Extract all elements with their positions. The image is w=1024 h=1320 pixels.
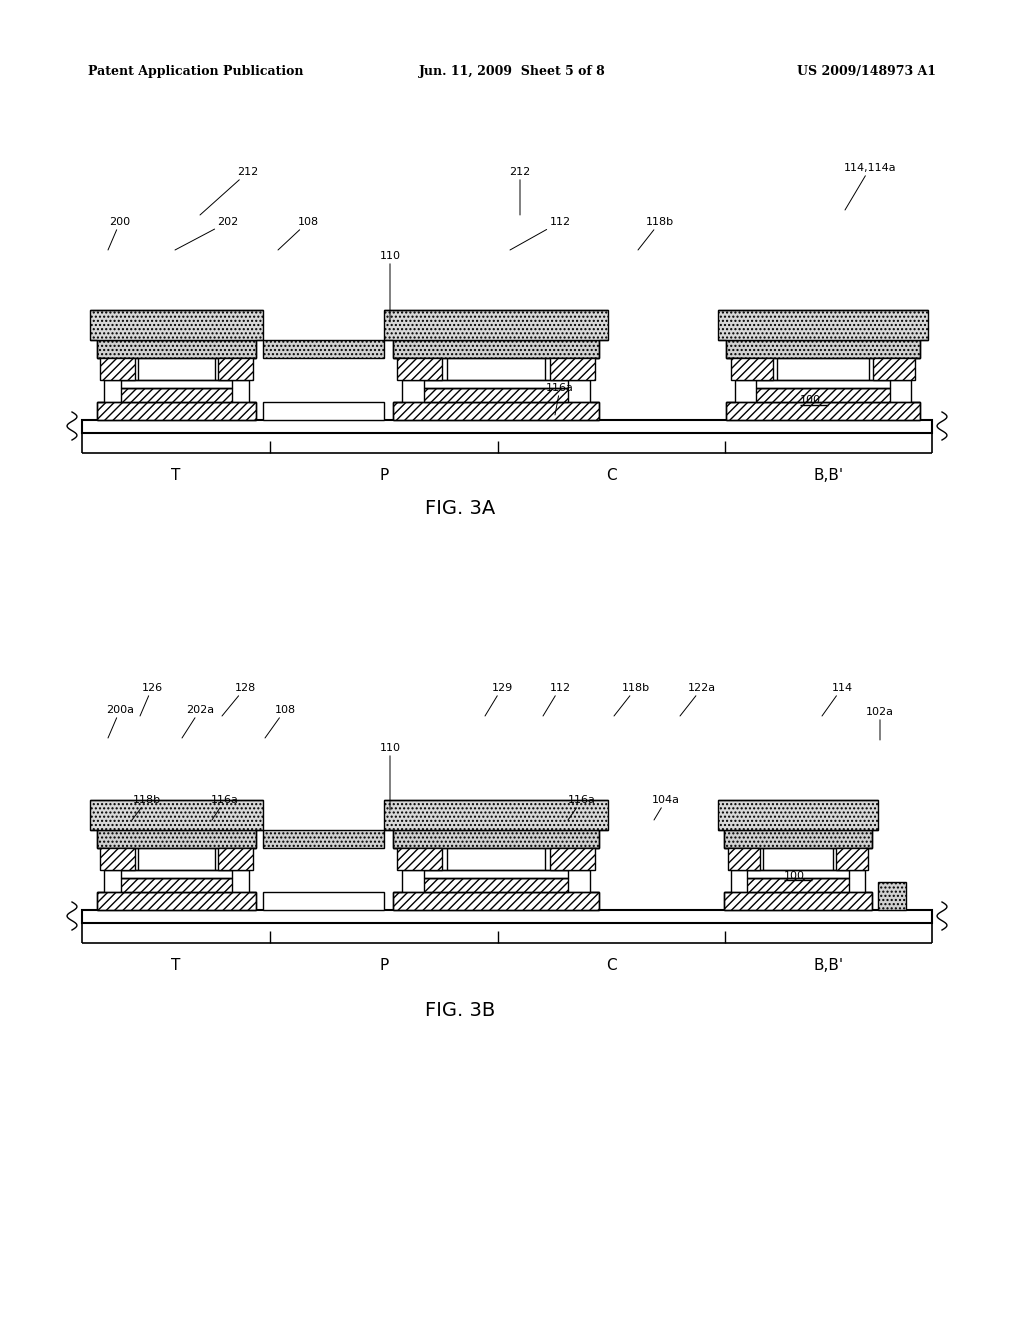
Bar bbox=[100, 358, 135, 380]
Bar bbox=[724, 892, 871, 909]
Text: 118b: 118b bbox=[638, 216, 674, 249]
Text: 118b: 118b bbox=[132, 795, 161, 820]
Text: C: C bbox=[606, 957, 616, 973]
Bar bbox=[100, 847, 135, 870]
Text: B,B': B,B' bbox=[813, 957, 844, 973]
Bar bbox=[393, 403, 599, 420]
Bar bbox=[263, 403, 384, 420]
Bar bbox=[424, 870, 567, 878]
Bar bbox=[121, 380, 231, 388]
Bar bbox=[424, 878, 567, 892]
Bar bbox=[878, 882, 906, 909]
Text: 108: 108 bbox=[265, 705, 296, 738]
Bar bbox=[718, 310, 928, 341]
Text: P: P bbox=[379, 957, 389, 973]
Text: B,B': B,B' bbox=[813, 467, 844, 483]
Bar bbox=[837, 847, 868, 870]
Bar bbox=[97, 341, 256, 358]
Text: T: T bbox=[171, 467, 180, 483]
Bar bbox=[263, 892, 384, 909]
Text: 110: 110 bbox=[380, 251, 400, 322]
Bar bbox=[393, 830, 599, 847]
Bar bbox=[726, 341, 920, 358]
Bar bbox=[756, 380, 890, 388]
Text: 128: 128 bbox=[222, 682, 256, 715]
Bar bbox=[97, 403, 256, 420]
Bar bbox=[263, 341, 384, 358]
Text: 202a: 202a bbox=[182, 705, 214, 738]
Bar bbox=[393, 341, 599, 358]
Text: 200a: 200a bbox=[106, 705, 134, 738]
Bar bbox=[550, 358, 595, 380]
Text: T: T bbox=[171, 957, 180, 973]
Bar bbox=[218, 847, 253, 870]
Bar bbox=[424, 388, 567, 403]
Bar bbox=[873, 358, 915, 380]
Text: 104a: 104a bbox=[652, 795, 680, 820]
Bar bbox=[730, 358, 772, 380]
Text: 116a: 116a bbox=[546, 383, 573, 414]
Text: 118b: 118b bbox=[614, 682, 650, 715]
Bar bbox=[746, 878, 849, 892]
Bar bbox=[746, 870, 849, 878]
Text: 102a: 102a bbox=[866, 708, 894, 741]
Bar bbox=[393, 892, 599, 909]
Text: 212: 212 bbox=[200, 168, 259, 215]
Bar bbox=[82, 909, 932, 923]
Text: C: C bbox=[606, 467, 616, 483]
Bar bbox=[97, 830, 256, 847]
Text: Patent Application Publication: Patent Application Publication bbox=[88, 66, 303, 78]
Text: 112: 112 bbox=[543, 682, 570, 715]
Bar bbox=[121, 870, 231, 878]
Bar bbox=[121, 878, 231, 892]
Bar bbox=[728, 847, 760, 870]
Text: 116a: 116a bbox=[211, 795, 239, 820]
Bar bbox=[384, 310, 608, 341]
Bar bbox=[218, 358, 253, 380]
Bar bbox=[263, 830, 384, 847]
Text: 110: 110 bbox=[380, 743, 400, 810]
Bar bbox=[397, 358, 442, 380]
Bar bbox=[97, 892, 256, 909]
Bar bbox=[424, 380, 567, 388]
Bar bbox=[121, 388, 231, 403]
Bar bbox=[82, 420, 932, 433]
Text: 126: 126 bbox=[140, 682, 163, 715]
Text: 114: 114 bbox=[822, 682, 853, 715]
Text: FIG. 3A: FIG. 3A bbox=[425, 499, 496, 517]
Text: 129: 129 bbox=[485, 682, 513, 715]
Text: 108: 108 bbox=[278, 216, 318, 249]
Text: 202: 202 bbox=[175, 216, 239, 249]
Text: Jun. 11, 2009  Sheet 5 of 8: Jun. 11, 2009 Sheet 5 of 8 bbox=[419, 66, 605, 78]
Bar bbox=[718, 800, 878, 830]
Text: 212: 212 bbox=[509, 168, 530, 215]
Bar bbox=[724, 830, 871, 847]
Text: US 2009/148973 A1: US 2009/148973 A1 bbox=[797, 66, 936, 78]
Text: 200: 200 bbox=[108, 216, 131, 249]
Text: 114,114a: 114,114a bbox=[844, 162, 896, 210]
Text: 100: 100 bbox=[783, 871, 805, 880]
Bar bbox=[550, 847, 595, 870]
Text: 100: 100 bbox=[800, 395, 820, 405]
Bar bbox=[90, 800, 263, 830]
Text: 116a: 116a bbox=[568, 795, 596, 820]
Bar bbox=[384, 800, 608, 830]
Bar bbox=[726, 403, 920, 420]
Bar bbox=[397, 847, 442, 870]
Text: 122a: 122a bbox=[680, 682, 716, 715]
Bar bbox=[756, 388, 890, 403]
Text: 112: 112 bbox=[510, 216, 570, 249]
Text: P: P bbox=[379, 467, 389, 483]
Bar bbox=[90, 310, 263, 341]
Text: FIG. 3B: FIG. 3B bbox=[425, 1002, 496, 1020]
